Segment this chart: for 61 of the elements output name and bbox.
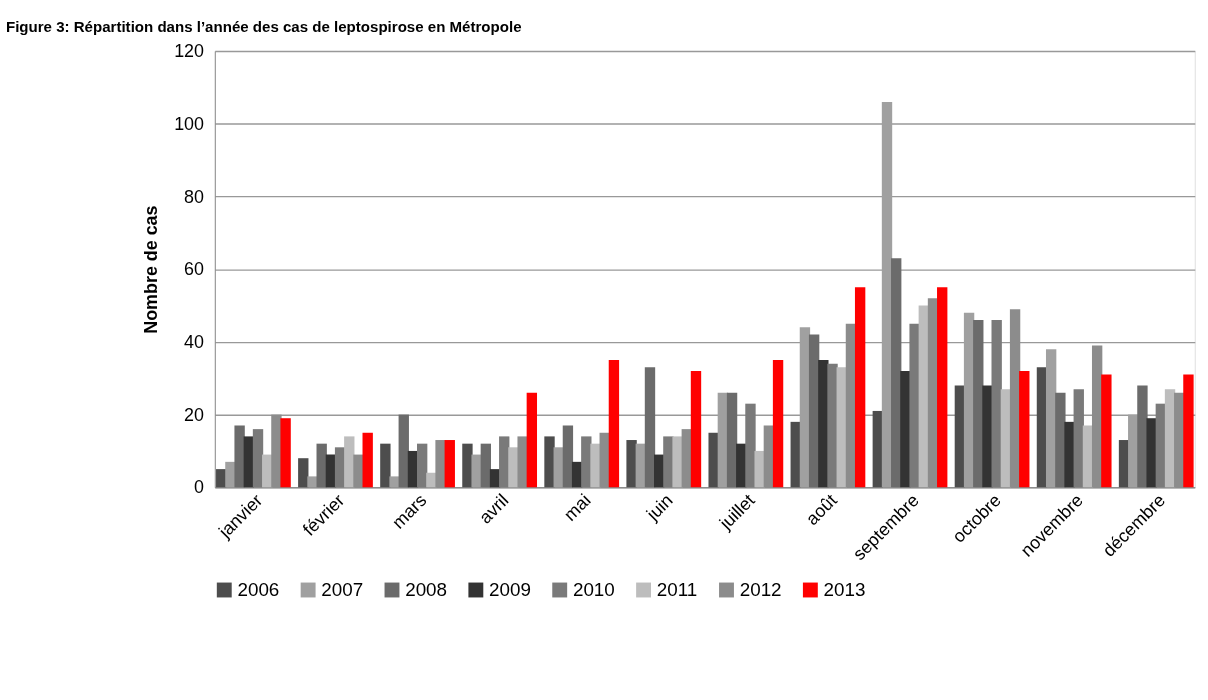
bar — [909, 323, 920, 488]
bar — [590, 443, 601, 488]
x-tick-label: juin — [642, 490, 677, 525]
bar — [416, 443, 428, 488]
bar — [307, 476, 318, 488]
bar — [380, 443, 391, 488]
bar — [745, 403, 756, 488]
y-axis-title: Nombre de cas — [141, 205, 162, 334]
bar — [480, 443, 492, 488]
legend-label: 2008 — [405, 578, 448, 600]
bar — [937, 287, 948, 488]
y-tick-label: 40 — [184, 331, 205, 352]
bar — [772, 360, 784, 488]
bar — [672, 436, 683, 488]
bar — [562, 425, 574, 488]
bar — [827, 363, 838, 488]
legend-label: 2010 — [572, 578, 615, 600]
bar — [280, 418, 291, 488]
bar — [1019, 370, 1030, 488]
bar — [398, 414, 409, 488]
bar — [982, 385, 993, 488]
legend-label: 2013 — [823, 578, 866, 600]
legend-label: 2007 — [321, 578, 364, 600]
bar — [991, 320, 1002, 488]
bar — [726, 392, 738, 488]
y-tick-label: 120 — [174, 41, 205, 62]
bar — [1101, 374, 1112, 488]
bar — [389, 476, 400, 488]
bar — [854, 287, 866, 488]
legend-label: 2009 — [489, 578, 531, 600]
bar — [444, 440, 455, 488]
x-tick-label: mai — [560, 490, 595, 525]
bar — [471, 454, 482, 488]
bar — [1064, 421, 1075, 488]
bar — [362, 432, 373, 488]
chart-title: Figure 3: Répartition dans l’année des cas de leptospirose en Métropole — [5, 18, 522, 36]
y-tick-label: 80 — [184, 186, 205, 207]
legend-label: 2011 — [656, 578, 698, 600]
bar — [1183, 374, 1194, 488]
bar — [754, 450, 765, 488]
bar — [298, 458, 309, 488]
bar — [1146, 418, 1157, 488]
x-tick-label: août — [801, 490, 841, 529]
y-tick-label: 0 — [194, 477, 205, 498]
bar — [644, 367, 656, 488]
legend-label: 2012 — [739, 578, 782, 600]
y-tick-label: 20 — [184, 404, 205, 425]
bar — [234, 425, 245, 488]
bar — [526, 392, 538, 488]
bar — [544, 436, 555, 488]
bar — [690, 370, 702, 488]
bar — [708, 432, 719, 488]
y-tick-label: 100 — [174, 113, 205, 134]
y-tick-label: 60 — [184, 259, 205, 280]
bar — [891, 258, 902, 488]
bar — [626, 440, 637, 488]
legend-label: 2006 — [237, 578, 280, 600]
bar — [1045, 349, 1057, 488]
bar — [608, 360, 620, 488]
bar — [252, 429, 264, 488]
bar — [1073, 389, 1084, 488]
